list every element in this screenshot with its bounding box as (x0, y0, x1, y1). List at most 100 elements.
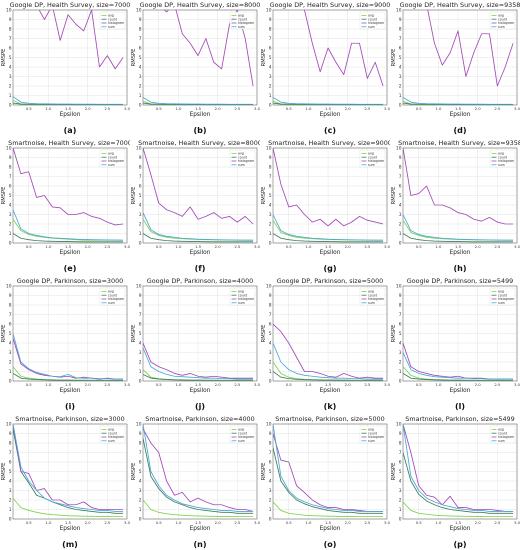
y-tick-label: 0 (399, 517, 402, 523)
x-tick-label: 2.0 (215, 520, 222, 525)
y-axis-label: RMSPE (1, 325, 7, 343)
x-axis-label: Epsilon (320, 112, 341, 118)
y-tick-label: 1 (139, 93, 142, 99)
series-line-count (143, 438, 254, 514)
legend-label: count (238, 17, 248, 21)
legend-label: sum (368, 439, 375, 443)
legend-box (229, 287, 256, 306)
chart-panel: Smartnoise, Parkinson, size=3000 0 1 2 3 4 5 6 7… (1, 415, 130, 549)
y-tick-label: 7 (9, 312, 12, 318)
y-tick-label: 2 (139, 84, 142, 90)
y-tick-label: 10 (266, 284, 272, 290)
legend-label: histogram (368, 159, 384, 163)
y-tick-label: 10 (396, 422, 402, 428)
legend-label: histogram (498, 159, 514, 163)
y-tick-label: 8 (269, 441, 272, 447)
panel-letter: (d) (453, 126, 466, 135)
series-line-sum (143, 424, 254, 512)
y-tick-label: 2 (399, 84, 402, 90)
plot-frame (12, 147, 128, 244)
y-tick-label: 3 (139, 74, 142, 80)
y-axis-label: RMSPE (1, 49, 7, 67)
y-tick-label: 7 (139, 36, 142, 42)
chart-panel: Google DP, Parkinson, size=5000 0 1 2 3 4 5 6 7 8… (261, 277, 390, 411)
series-line-histogram (13, 148, 124, 226)
y-tick-label: 0 (269, 103, 272, 109)
y-tick-label: 4 (399, 203, 402, 209)
legend-label: sum (238, 439, 245, 443)
legend-label: count (238, 155, 248, 159)
y-axis-label: RMSPE (391, 49, 397, 67)
legend-label: count (368, 431, 378, 435)
panel-letter: (c) (324, 126, 336, 135)
y-tick-label: 8 (9, 165, 12, 171)
series-line-histogram (143, 428, 254, 512)
legend-label: histogram (238, 159, 254, 163)
y-tick-label: 5 (269, 55, 272, 61)
x-tick-label: 3.0 (384, 520, 390, 525)
x-tick-label: 2.5 (234, 382, 241, 387)
y-axis-label: RMSPE (391, 325, 397, 343)
x-tick-label: 3.0 (384, 106, 390, 111)
y-axis-label: RMSPE (131, 463, 137, 481)
y-tick-label: 9 (269, 17, 272, 23)
y-tick-label: 4 (139, 203, 142, 209)
plot-frame (142, 147, 258, 244)
x-axis-label: Epsilon (60, 526, 81, 532)
x-tick-label: 2.0 (475, 382, 482, 387)
legend-label: histogram (498, 297, 514, 301)
plot-frame (402, 147, 518, 244)
x-tick-label: 2.5 (104, 382, 111, 387)
legend-label: avg (238, 428, 244, 432)
chart-title: Smartnoise, Parkinson, size=5499 (405, 415, 514, 423)
y-tick-label: 9 (139, 293, 142, 299)
x-axis-label: Epsilon (60, 388, 81, 394)
series-line-count (13, 233, 124, 243)
y-tick-label: 7 (139, 174, 142, 180)
y-tick-label: 6 (139, 460, 142, 466)
chart-title: Smartnoise, Health Survey, size=7000 (8, 139, 130, 147)
legend-box (99, 287, 126, 306)
y-tick-label: 7 (399, 312, 402, 318)
y-tick-label: 5 (139, 331, 142, 337)
y-tick-label: 8 (269, 27, 272, 33)
legend-label: avg (108, 428, 114, 432)
x-tick-label: 3.0 (254, 520, 260, 525)
y-tick-label: 8 (269, 165, 272, 171)
x-tick-label: 2.0 (215, 382, 222, 387)
y-tick-label: 2 (139, 360, 142, 366)
x-tick-label: 1.0 (305, 106, 312, 111)
x-tick-label: 2.0 (85, 106, 92, 111)
legend-label: sum (368, 25, 375, 29)
x-tick-label: 2.0 (345, 520, 352, 525)
series-line-avg (273, 501, 384, 518)
legend-label: sum (238, 25, 245, 29)
y-tick-label: 4 (139, 65, 142, 71)
x-axis-label: Epsilon (60, 250, 81, 256)
series-line-count (403, 233, 514, 243)
series-line-sum (13, 333, 124, 380)
x-tick-label: 0.5 (286, 520, 293, 525)
x-tick-label: 1.0 (435, 106, 442, 111)
legend-label: count (238, 293, 248, 297)
y-tick-label: 6 (9, 322, 12, 328)
legend-label: sum (368, 301, 375, 305)
y-tick-label: 0 (139, 379, 142, 385)
x-axis-label: Epsilon (320, 250, 341, 256)
x-tick-label: 2.0 (85, 244, 92, 249)
y-tick-label: 7 (269, 174, 272, 180)
x-axis-label: Epsilon (450, 250, 471, 256)
y-axis-label: RMSPE (131, 325, 137, 343)
y-tick-label: 10 (136, 146, 142, 152)
x-tick-label: 1.0 (435, 382, 442, 387)
y-tick-label: 1 (399, 369, 402, 375)
series-line-sum (403, 214, 514, 241)
chart-title: Google DP, Health Survey, size=8000 (140, 1, 260, 9)
legend-label: histogram (498, 435, 514, 439)
y-tick-label: 5 (269, 469, 272, 475)
y-tick-label: 6 (139, 46, 142, 52)
x-tick-label: 0.5 (26, 382, 33, 387)
legend-label: histogram (238, 21, 254, 25)
y-tick-label: 1 (9, 507, 12, 513)
y-tick-label: 10 (136, 8, 142, 14)
